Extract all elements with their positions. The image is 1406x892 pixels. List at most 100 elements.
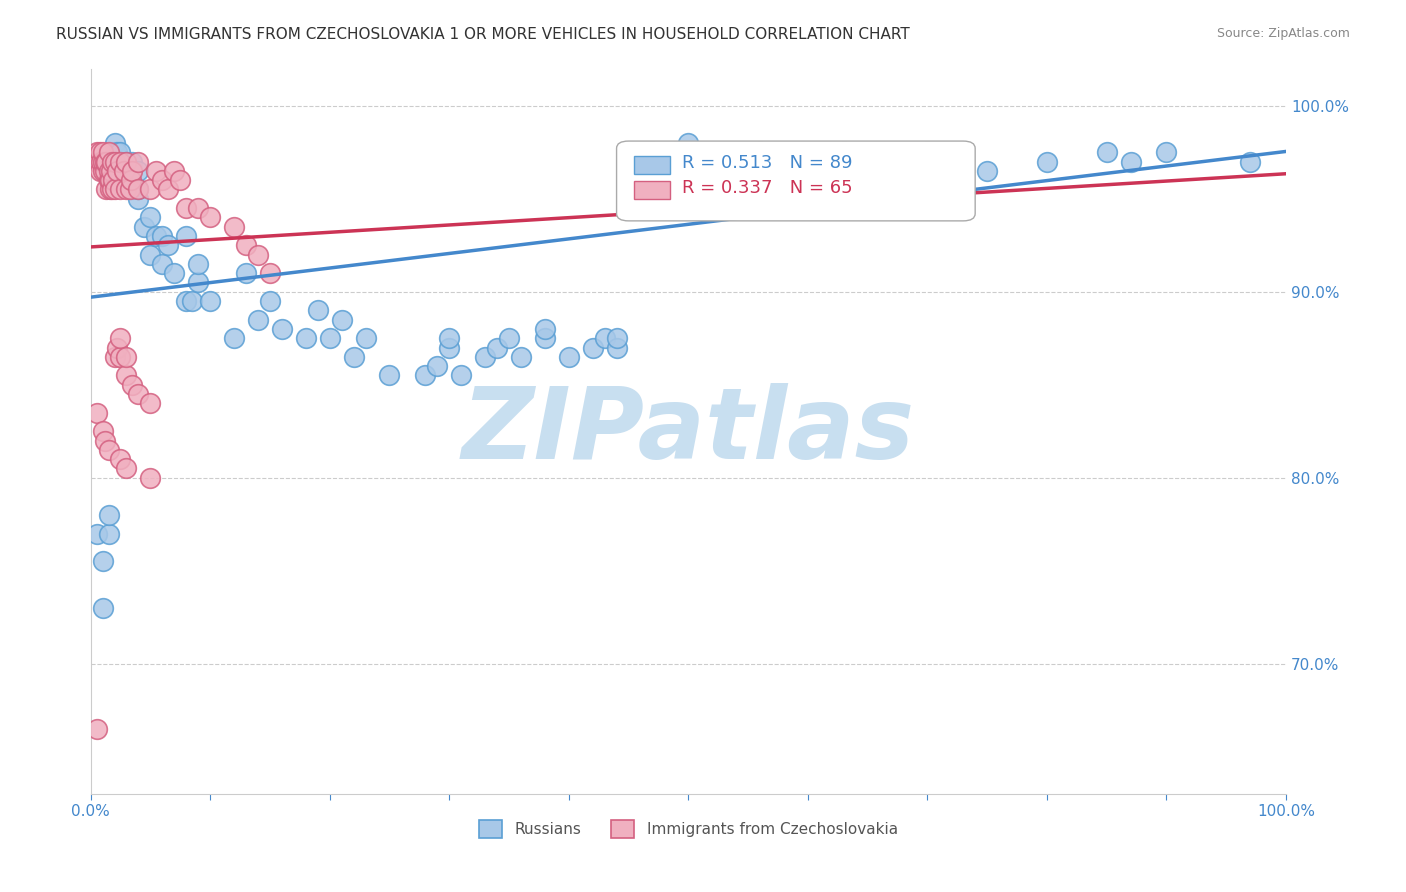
Point: [641, 145, 664, 160]
Point: [110, 452, 132, 467]
Point: [103, 136, 125, 150]
Point: [121, 182, 143, 196]
Point: [534, 322, 557, 336]
Point: [94, 164, 117, 178]
Point: [163, 266, 186, 280]
Point: [127, 182, 149, 196]
Point: [498, 331, 520, 345]
Point: [90, 154, 112, 169]
Point: [157, 238, 180, 252]
Point: [976, 164, 998, 178]
Point: [115, 154, 138, 169]
Point: [115, 350, 138, 364]
Point: [678, 164, 700, 178]
Point: [1156, 145, 1178, 160]
Point: [121, 377, 143, 392]
Point: [86, 526, 108, 541]
Point: [121, 154, 143, 169]
Point: [103, 164, 125, 178]
Point: [110, 173, 132, 187]
Point: [439, 341, 461, 355]
Point: [115, 461, 138, 475]
Point: [120, 182, 142, 196]
Point: [246, 247, 269, 261]
Point: [98, 182, 121, 196]
Point: [1095, 145, 1118, 160]
Point: [103, 182, 125, 196]
Point: [139, 211, 162, 225]
Point: [101, 154, 124, 169]
Point: [235, 266, 257, 280]
Point: [150, 257, 173, 271]
Point: [112, 164, 135, 178]
Point: [120, 173, 142, 187]
Point: [103, 154, 125, 169]
Point: [91, 601, 114, 615]
Point: [127, 387, 149, 401]
Point: [187, 276, 209, 290]
Point: [187, 201, 209, 215]
Point: [101, 154, 124, 169]
Point: [86, 406, 108, 420]
Point: [115, 182, 138, 196]
Point: [86, 145, 108, 160]
Point: [87, 154, 110, 169]
Point: [94, 434, 117, 448]
Point: [856, 154, 879, 169]
Point: [97, 173, 120, 187]
Text: ZIPatlas: ZIPatlas: [461, 383, 915, 480]
Point: [110, 350, 132, 364]
Point: [86, 154, 108, 169]
Point: [678, 145, 700, 160]
Point: [654, 164, 676, 178]
Point: [606, 341, 628, 355]
Point: [198, 211, 221, 225]
Point: [169, 173, 191, 187]
Point: [145, 229, 167, 244]
Point: [103, 173, 125, 187]
Point: [96, 182, 118, 196]
Text: Source: ZipAtlas.com: Source: ZipAtlas.com: [1216, 27, 1350, 40]
Point: [378, 368, 401, 383]
Point: [307, 303, 329, 318]
Point: [134, 219, 156, 234]
Point: [157, 182, 180, 196]
Point: [737, 164, 759, 178]
Point: [593, 331, 616, 345]
Point: [91, 145, 114, 160]
Point: [127, 182, 149, 196]
Point: [630, 164, 652, 178]
Point: [97, 164, 120, 178]
Bar: [634, 181, 671, 199]
Point: [174, 293, 197, 308]
Point: [235, 238, 257, 252]
Point: [121, 164, 143, 178]
FancyBboxPatch shape: [617, 141, 976, 221]
Point: [174, 229, 197, 244]
Point: [139, 247, 162, 261]
Point: [832, 145, 855, 160]
Point: [558, 350, 581, 364]
Point: [187, 257, 209, 271]
Point: [439, 331, 461, 345]
Point: [139, 471, 162, 485]
Point: [110, 164, 132, 178]
Point: [1036, 154, 1059, 169]
Point: [222, 331, 245, 345]
Point: [97, 442, 120, 457]
Point: [163, 164, 186, 178]
Point: [259, 266, 281, 280]
Point: [737, 154, 759, 169]
Point: [474, 350, 496, 364]
Point: [110, 145, 132, 160]
Point: [198, 293, 221, 308]
Point: [86, 722, 108, 736]
Point: [917, 145, 939, 160]
Point: [105, 164, 128, 178]
Bar: [634, 155, 671, 174]
Text: R = 0.513   N = 89: R = 0.513 N = 89: [682, 153, 853, 172]
Point: [749, 145, 772, 160]
Point: [110, 154, 132, 169]
Point: [486, 341, 509, 355]
Point: [450, 368, 472, 383]
